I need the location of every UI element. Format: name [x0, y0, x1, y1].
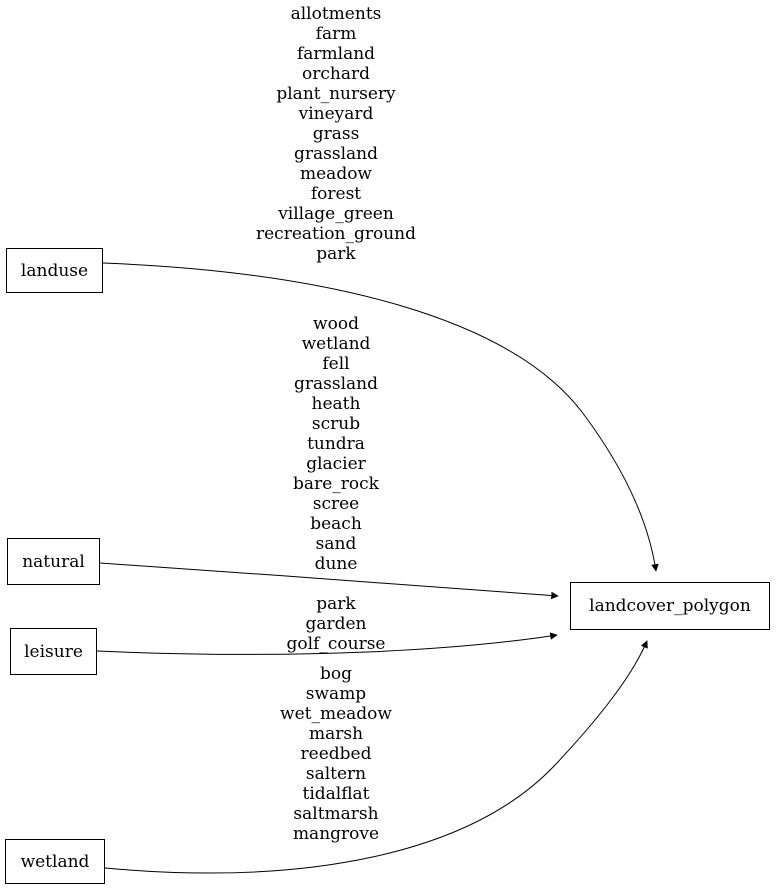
- edge-landuse-landcover: [102, 262, 659, 572]
- edge-natural-landcover: [99, 562, 559, 600]
- edge-wetland-landcover: [104, 640, 648, 874]
- node-wetland-label: wetland: [20, 851, 90, 872]
- node-natural-label: natural: [22, 551, 85, 572]
- node-leisure: leisure: [10, 628, 97, 675]
- edge-leisure-landcover: [96, 632, 558, 655]
- edge-label-wetland-values: bog swamp wet_meadow marsh reedbed salte…: [280, 664, 392, 844]
- node-landcover-polygon: landcover_polygon: [570, 582, 770, 630]
- edge-label-natural-values: wood wetland fell grassland heath scrub …: [293, 314, 379, 574]
- node-landuse: landuse: [6, 248, 103, 293]
- node-landuse-label: landuse: [20, 260, 89, 281]
- edge-label-landuse-values: allotments farm farmland orchard plant_n…: [255, 4, 416, 264]
- node-leisure-label: leisure: [24, 641, 83, 662]
- node-natural: natural: [7, 538, 100, 585]
- node-wetland: wetland: [5, 839, 105, 884]
- node-landcover-polygon-label: landcover_polygon: [589, 596, 751, 616]
- edge-label-leisure-values: park garden golf_course: [286, 594, 386, 654]
